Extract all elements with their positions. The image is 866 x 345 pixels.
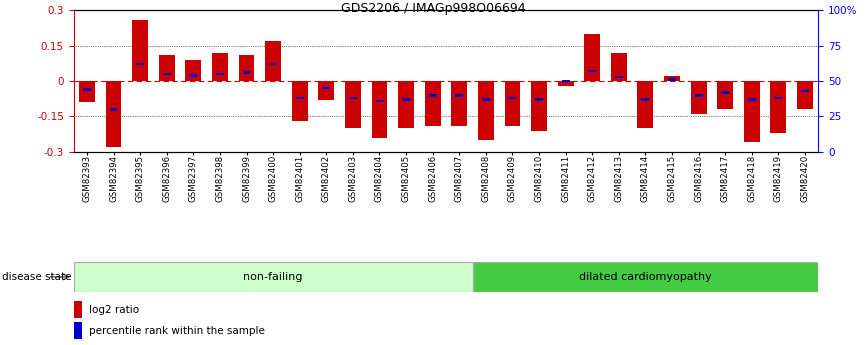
Bar: [424, 81, 441, 126]
Bar: [531, 81, 547, 130]
Bar: [797, 81, 813, 109]
Bar: [242, 71, 250, 74]
Bar: [717, 81, 734, 109]
Bar: [721, 91, 729, 94]
Bar: [132, 20, 148, 81]
Bar: [668, 78, 676, 81]
Bar: [611, 53, 627, 81]
Bar: [319, 81, 334, 100]
Bar: [478, 81, 494, 140]
Bar: [473, 262, 818, 292]
Text: dilated cardiomyopathy: dilated cardiomyopathy: [579, 272, 712, 282]
Bar: [269, 63, 277, 66]
Text: percentile rank within the sample: percentile rank within the sample: [89, 326, 265, 336]
Bar: [505, 81, 520, 126]
Bar: [558, 81, 573, 86]
Bar: [615, 76, 623, 78]
Text: GDS2206 / IMAGp998O06694: GDS2206 / IMAGp998O06694: [340, 2, 526, 15]
Bar: [265, 41, 281, 81]
Bar: [163, 73, 171, 75]
Bar: [588, 70, 597, 72]
Bar: [801, 90, 809, 92]
Bar: [345, 81, 361, 128]
Bar: [106, 81, 121, 147]
Bar: [212, 53, 228, 81]
Bar: [456, 94, 463, 97]
Bar: [158, 55, 175, 81]
Bar: [238, 55, 255, 81]
Bar: [349, 97, 357, 99]
Text: log2 ratio: log2 ratio: [89, 305, 139, 315]
Bar: [109, 108, 118, 111]
Bar: [562, 80, 570, 82]
Bar: [771, 81, 786, 133]
Bar: [664, 76, 680, 81]
Bar: [136, 63, 144, 66]
Bar: [748, 98, 756, 101]
Bar: [295, 97, 304, 99]
Bar: [185, 60, 201, 81]
Bar: [481, 98, 490, 101]
Bar: [585, 34, 600, 81]
Bar: [74, 301, 82, 318]
Bar: [691, 81, 707, 114]
Bar: [774, 97, 783, 99]
Bar: [744, 81, 759, 142]
Bar: [190, 74, 197, 77]
Bar: [83, 88, 91, 91]
Bar: [79, 81, 95, 102]
Bar: [637, 81, 654, 128]
Bar: [402, 98, 410, 101]
Bar: [508, 97, 516, 99]
Bar: [535, 98, 543, 101]
Bar: [695, 94, 702, 97]
Bar: [322, 87, 330, 89]
Bar: [372, 81, 387, 138]
Bar: [74, 262, 473, 292]
Bar: [216, 73, 224, 75]
Bar: [376, 100, 384, 102]
Bar: [451, 81, 468, 126]
Text: disease state: disease state: [2, 272, 71, 282]
Bar: [642, 98, 650, 101]
Bar: [292, 81, 307, 121]
Bar: [398, 81, 414, 128]
Bar: [429, 94, 436, 97]
Text: non-failing: non-failing: [243, 272, 303, 282]
Bar: [74, 322, 82, 339]
